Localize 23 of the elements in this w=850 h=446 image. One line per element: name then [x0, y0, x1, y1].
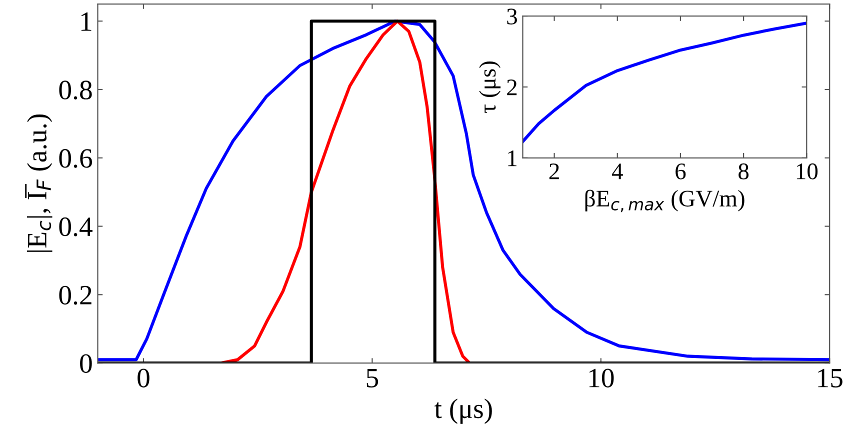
- y-tick-label: 0.4: [59, 217, 92, 236]
- x-tick-label: 15: [818, 368, 842, 388]
- y-axis-title: τ (μs): [479, 62, 501, 113]
- y-tick-label: 2: [507, 80, 517, 96]
- y-tick-label: 0.8: [59, 80, 92, 100]
- x-tick-label: 5: [366, 368, 378, 388]
- x-tick-label: 4: [612, 164, 623, 180]
- line-series: [522, 22, 807, 144]
- y-tick-label: 1: [508, 150, 516, 166]
- y-tick-label: 0.2: [59, 286, 92, 305]
- x-axis-title: βE$_{c,max}$ (GV/m): [585, 190, 744, 212]
- x-axis-title: t (μs): [434, 398, 492, 424]
- x-tick-label: 0: [138, 368, 150, 388]
- x-tick-label: 6: [676, 163, 686, 180]
- y-tick-label: 1: [81, 12, 92, 31]
- x-tick-label: 10: [796, 163, 818, 180]
- y-tick-label: 3: [507, 8, 517, 24]
- x-tick-label: 10: [589, 368, 614, 388]
- x-tick-label: 8: [738, 163, 749, 180]
- x-tick-label: 2: [549, 163, 559, 180]
- y-tick-label: 0: [80, 354, 92, 373]
- y-tick-label: 0.6: [59, 149, 92, 168]
- y-axis-title: |E$_{c}$|, I̅$_{F}$ (a.u.): [25, 114, 52, 252]
